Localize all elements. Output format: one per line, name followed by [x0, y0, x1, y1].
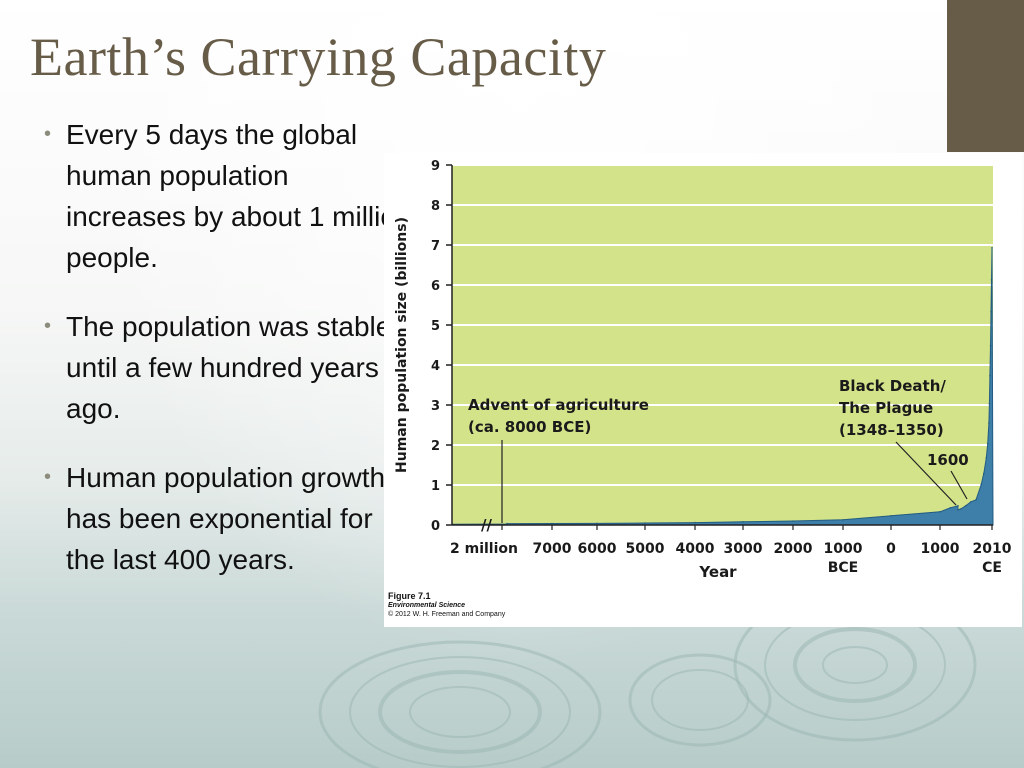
annotation-black-death: The Plague — [839, 399, 933, 417]
data-point — [964, 505, 967, 507]
x-tick-label: 5000 — [626, 541, 665, 557]
x-tick-label: 2 million — [450, 541, 518, 557]
y-tick-label: 0 — [431, 519, 440, 534]
accent-bar — [947, 0, 1024, 152]
data-point — [644, 522, 646, 524]
bullet-dot-icon: • — [44, 466, 52, 488]
y-tick-label: 7 — [431, 239, 440, 254]
annotation-black-death: Black Death/ — [839, 377, 946, 395]
data-point — [989, 375, 991, 377]
data-point — [596, 522, 598, 525]
axis-break-mark: // — [481, 516, 492, 534]
x-tick-label: 4000 — [676, 541, 715, 557]
caption-figure-number: Figure 7.1 — [388, 591, 431, 601]
bullet-dot-icon: • — [44, 123, 52, 145]
data-point — [990, 279, 993, 281]
data-point — [986, 443, 989, 445]
data-point — [985, 457, 988, 459]
x-tick-label: 1000 — [921, 541, 960, 557]
data-point — [506, 522, 508, 525]
data-point — [742, 521, 744, 523]
y-tick-label: 8 — [431, 199, 440, 214]
data-point — [939, 511, 941, 513]
annotation-1600-pointer — [950, 470, 968, 500]
bullet-item: • Every 5 days the global human populatio… — [44, 114, 414, 278]
bullet-item: • The population was stable until a few h… — [44, 306, 414, 429]
bullet-list: • Every 5 days the global human populatio… — [44, 114, 414, 608]
figure-caption: Figure 7.1 Environmental Science © 2012 … — [388, 591, 505, 619]
bullet-text: Every 5 days the global human population… — [66, 119, 412, 273]
annotation-black-death-pointer — [895, 441, 957, 506]
y-tick-label: 2 — [431, 439, 440, 454]
data-point — [988, 422, 990, 424]
bullet-text: The population was stable until a few hu… — [66, 311, 392, 424]
y-tick-label: 4 — [431, 359, 440, 374]
data-point — [959, 508, 962, 510]
data-point — [694, 521, 696, 524]
data-point — [970, 501, 972, 503]
annotation-1600: 1600 — [927, 451, 969, 469]
y-axis-label: Human population size (billions) — [394, 217, 410, 473]
x-tick-label: 2010 — [973, 541, 1012, 557]
annotation-black-death: (1348–1350) — [839, 421, 944, 439]
data-point — [975, 499, 977, 501]
data-point — [980, 483, 982, 486]
x-tick-label: 7000 — [533, 541, 572, 557]
y-tick-label: 6 — [431, 279, 440, 294]
figure-panel: 0 1 2 3 4 5 6 7 8 9 // 2 million 7000 6000 5000 4000 300… — [384, 153, 1022, 627]
x-tick-label: 0 — [886, 541, 896, 557]
annotation-agriculture: (ca. 8000 BCE) — [468, 418, 591, 436]
bullet-text: Human population growth has been exponen… — [66, 462, 386, 575]
annotation-agriculture: Advent of agriculture — [468, 396, 649, 414]
data-point — [551, 522, 553, 525]
plot-background — [452, 165, 993, 525]
data-point — [988, 403, 991, 405]
caption-copyright: © 2012 W. H. Freeman and Company — [388, 611, 506, 618]
data-point — [842, 519, 844, 521]
data-point — [990, 311, 992, 313]
y-tick-label: 9 — [431, 159, 440, 174]
x-axis-label: Year — [698, 563, 737, 581]
data-point — [957, 505, 959, 507]
y-tick-label: 1 — [431, 479, 440, 494]
caption-book-title: Environmental Science — [388, 602, 466, 609]
x-tick-label: 6000 — [578, 541, 617, 557]
slide-title: Earth’s Carrying Capacity — [30, 27, 607, 87]
bullet-item: • Human population growth has been expone… — [44, 457, 414, 580]
y-tick-label: 5 — [431, 319, 440, 334]
data-point — [983, 472, 985, 475]
data-point — [991, 247, 993, 249]
x-tick-label: 3000 — [724, 541, 763, 557]
y-tick-label: 3 — [431, 399, 440, 414]
x-tick-label: 1000 — [824, 541, 863, 557]
x-tick-label: BCE — [828, 560, 859, 576]
data-point — [890, 515, 892, 517]
data-point — [792, 520, 794, 522]
bullet-dot-icon: • — [44, 315, 52, 337]
data-point — [949, 507, 952, 509]
population-chart: 0 1 2 3 4 5 6 7 8 9 // 2 million 7000 6000 5000 4000 300… — [394, 159, 1012, 581]
x-tick-label: CE — [982, 560, 1002, 576]
data-point — [957, 509, 959, 511]
x-tick-label: 2000 — [774, 541, 813, 557]
data-point — [989, 345, 992, 347]
